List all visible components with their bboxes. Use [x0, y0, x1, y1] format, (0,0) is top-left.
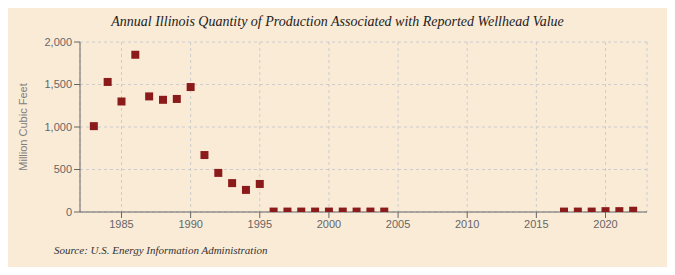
- svg-text:1995: 1995: [248, 218, 272, 230]
- svg-text:Million Cubic Feet: Million Cubic Feet: [17, 83, 29, 170]
- svg-text:2020: 2020: [593, 218, 617, 230]
- svg-text:1990: 1990: [178, 218, 202, 230]
- svg-text:0: 0: [66, 206, 72, 218]
- svg-text:500: 500: [54, 163, 72, 175]
- svg-text:1,000: 1,000: [44, 121, 72, 133]
- html-text:Annual Illinois Quantity of Pr: Annual Illinois Quantity of Production A…: [111, 14, 564, 29]
- svg-text:2010: 2010: [455, 218, 479, 230]
- svg-text:2005: 2005: [386, 218, 410, 230]
- svg-text:2015: 2015: [524, 218, 548, 230]
- html-text:Source: U.S. Energy Informatio: Source: U.S. Energy Information Administ…: [54, 244, 268, 256]
- svg-text:2000: 2000: [317, 218, 341, 230]
- svg-text:2,000: 2,000: [44, 36, 72, 48]
- svg-text:1,500: 1,500: [44, 78, 72, 90]
- svg-text:1985: 1985: [109, 218, 133, 230]
